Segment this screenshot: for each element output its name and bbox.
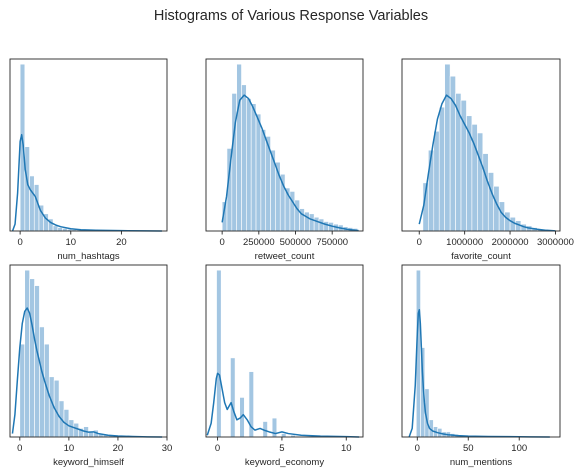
x-axis-label: keyword_himself bbox=[53, 457, 124, 468]
kde-line bbox=[408, 308, 550, 438]
histogram-bar bbox=[289, 191, 296, 232]
x-tick-label: 250000 bbox=[243, 237, 275, 248]
x-tick-label: 1000000 bbox=[446, 237, 483, 248]
histogram-bar bbox=[438, 106, 445, 232]
x-tick-label: 20 bbox=[113, 443, 124, 454]
histogram-bar bbox=[308, 213, 315, 232]
histogram-bar bbox=[477, 132, 484, 232]
histogram-bar bbox=[231, 93, 237, 232]
histogram-bar bbox=[246, 98, 252, 232]
x-axis-label: retweet_count bbox=[255, 251, 315, 262]
axes-frame bbox=[401, 264, 561, 438]
histogram-bar bbox=[250, 103, 257, 232]
histogram-bar bbox=[19, 343, 26, 438]
histogram-bar bbox=[318, 218, 325, 232]
kde-line bbox=[221, 94, 359, 232]
subplot-num_mentions: 0 50 100 num_mentions bbox=[401, 264, 561, 468]
x-tick-label: 0 bbox=[417, 237, 422, 248]
x-tick-label: 100 bbox=[511, 443, 527, 454]
x-tick-label: 50 bbox=[463, 443, 474, 454]
histogram-bar bbox=[29, 175, 35, 232]
x-tick-label: 500000 bbox=[280, 237, 312, 248]
x-tick-label: 30 bbox=[162, 443, 173, 454]
histogram-bar bbox=[482, 153, 489, 232]
x-axis-label: favorite_count bbox=[451, 251, 511, 262]
histogram-bars bbox=[221, 63, 359, 232]
kde-line bbox=[11, 307, 163, 438]
x-tick-label: 10 bbox=[64, 443, 75, 454]
histogram-bars bbox=[415, 269, 554, 438]
kde-line bbox=[206, 372, 360, 438]
histogram-bar bbox=[241, 84, 247, 232]
histogram-bar bbox=[444, 63, 451, 232]
histogram-bar bbox=[216, 269, 222, 438]
x-tick-label: 10 bbox=[65, 237, 76, 248]
histogram-bar bbox=[455, 93, 462, 232]
histogram-bar bbox=[44, 343, 50, 438]
histogram-bar bbox=[294, 199, 300, 232]
histogram-bar bbox=[24, 146, 30, 232]
axes-frame bbox=[205, 58, 364, 232]
x-tick-label: 2000000 bbox=[492, 237, 529, 248]
histogram-bar bbox=[68, 419, 75, 438]
x-tick-label: 0 bbox=[17, 443, 22, 454]
histogram-bar bbox=[236, 63, 242, 232]
x-tick-label: 0 bbox=[415, 443, 420, 454]
histogram-bar bbox=[52, 225, 59, 232]
histogram-bar bbox=[428, 149, 435, 232]
kde-line bbox=[11, 133, 162, 232]
figure-title: Histograms of Various Response Variables bbox=[154, 8, 428, 24]
histogram-bar bbox=[313, 216, 320, 232]
axes-frame bbox=[9, 264, 168, 438]
x-axis-label: num_mentions bbox=[450, 457, 513, 468]
histogram-bar bbox=[73, 422, 79, 438]
x-tick-label: 5 bbox=[279, 443, 284, 454]
histogram-bar bbox=[33, 184, 40, 232]
histogram-bar bbox=[281, 433, 287, 438]
histogram-bar bbox=[29, 278, 35, 438]
subplot-keyword_himself: 0 10 20 30 keyword_himself bbox=[9, 264, 173, 468]
histogram-bar bbox=[24, 269, 30, 438]
histogram-bar bbox=[260, 129, 267, 232]
histogram-bar bbox=[304, 211, 310, 232]
histogram-bar bbox=[230, 357, 236, 438]
histogram-bar bbox=[504, 211, 511, 232]
x-tick-label: 750000 bbox=[316, 237, 348, 248]
x-tick-label: 0 bbox=[215, 443, 220, 454]
histogram-bar bbox=[255, 113, 262, 232]
histogram-bar bbox=[39, 326, 45, 438]
x-tick-label: 0 bbox=[219, 237, 224, 248]
histogram-bar bbox=[323, 221, 329, 232]
axes-frame bbox=[9, 58, 168, 232]
x-tick-label: 20 bbox=[116, 237, 127, 248]
histogram-bar bbox=[509, 216, 516, 232]
histogram-bars bbox=[216, 269, 366, 438]
x-tick-label: 0 bbox=[17, 237, 22, 248]
histogram-bar bbox=[433, 130, 440, 232]
axes-frame bbox=[401, 58, 561, 232]
subplot-keyword_economy: 0 5 10 keyword_economy bbox=[205, 264, 366, 468]
subplot-num_hashtags: 0 10 20 num_hashtags bbox=[9, 58, 168, 262]
subplot-favorite_count: 0 1000000 2000000 3000000 favorite_count bbox=[401, 58, 574, 262]
x-tick-label: 3000000 bbox=[537, 237, 574, 248]
histogram-bar bbox=[487, 172, 495, 232]
x-axis-label: num_hashtags bbox=[57, 251, 120, 262]
x-axis-label: keyword_economy bbox=[245, 457, 324, 468]
histogram-bars bbox=[19, 63, 162, 232]
histogram-bar bbox=[57, 227, 63, 232]
histogram-bars bbox=[19, 269, 163, 438]
axes-frame bbox=[205, 264, 364, 438]
histogram-bars bbox=[422, 63, 549, 232]
kde-line bbox=[418, 94, 556, 232]
x-tick-label: 10 bbox=[341, 443, 352, 454]
